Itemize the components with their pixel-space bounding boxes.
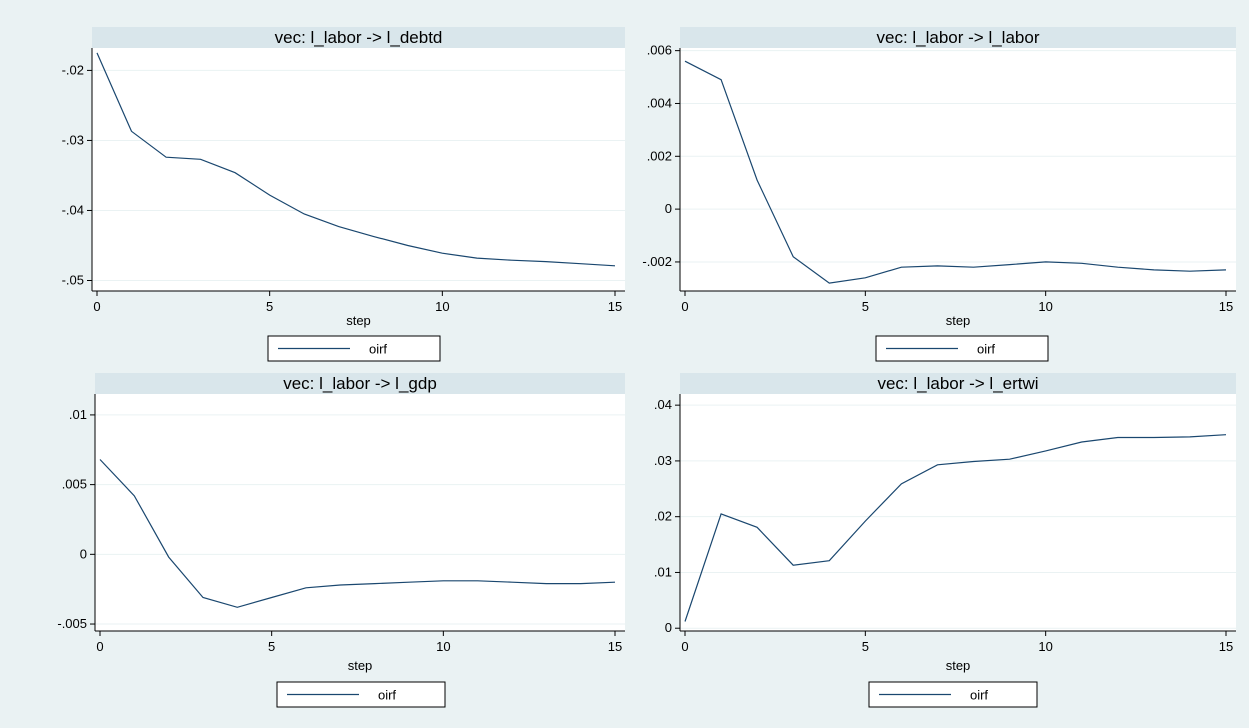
y-tick-label: -.03 [62, 132, 84, 147]
y-tick-label: -.02 [62, 62, 84, 77]
y-tick-label: -.04 [62, 202, 84, 217]
x-axis-label: step [348, 658, 373, 673]
irf-panel-2: vec: l_labor -> l_labor -.002 0 .002 .004 .00… [642, 27, 1236, 362]
x-tick-label: 10 [1038, 299, 1052, 314]
y-tick-label: .005 [62, 477, 87, 492]
x-axis-label: step [946, 313, 971, 328]
x-tick-label: 5 [266, 299, 273, 314]
x-axis-label: step [346, 313, 371, 328]
plot-region [95, 394, 625, 631]
x-axis-label: step [946, 658, 971, 673]
x-tick-label: 10 [436, 639, 450, 654]
panel-title-band [680, 373, 1236, 394]
x-tick-label: 0 [96, 639, 103, 654]
irf-panel-1: vec: l_labor -> l_debtd -.05 -.04 -.03 -.02 0… [62, 27, 625, 362]
y-tick-label: .01 [69, 407, 87, 422]
plot-region [92, 48, 625, 291]
plot-region [680, 394, 1236, 631]
series-line-oirf [99, 459, 616, 608]
y-tick-label: -.05 [62, 272, 84, 287]
panel-title: vec: l_labor -> l_ertwi [877, 374, 1038, 393]
y-tick-label: .01 [654, 564, 672, 579]
x-tick-label: 10 [1038, 639, 1052, 654]
irf-panel-4: vec: l_labor -> l_ertwi 0 .01 .02 .03 .04 0 5 10… [654, 373, 1236, 708]
legend-entry: oirf [977, 342, 995, 357]
legend-entry: oirf [970, 688, 988, 703]
x-tick-label: 5 [862, 299, 869, 314]
irf-panel-3: vec: l_labor -> l_gdp -.005 0 .005 .01 0 5 10 15… [57, 373, 625, 708]
y-tick-label: 0 [665, 620, 672, 635]
x-tick-label: 0 [681, 639, 688, 654]
series-line-oirf [684, 434, 1227, 622]
plot-region [680, 48, 1236, 291]
y-tick-label: .006 [647, 43, 672, 58]
y-tick-label: 0 [665, 201, 672, 216]
x-tick-label: 5 [862, 639, 869, 654]
x-tick-label: 10 [435, 299, 449, 314]
panel-title-band [92, 27, 625, 48]
x-tick-label: 0 [681, 299, 688, 314]
series-line-oirf [96, 52, 616, 267]
panel-title: vec: l_labor -> l_gdp [283, 374, 437, 393]
panel-title: vec: l_labor -> l_debtd [275, 28, 443, 47]
y-tick-label: -.002 [642, 254, 672, 269]
y-tick-label: 0 [80, 546, 87, 561]
x-tick-label: 15 [1219, 639, 1233, 654]
panel-title-band [95, 373, 625, 394]
panel-title: vec: l_labor -> l_labor [876, 28, 1039, 47]
y-tick-label: .02 [654, 509, 672, 524]
x-tick-label: 15 [608, 639, 622, 654]
y-tick-label: .004 [647, 95, 672, 110]
x-tick-label: 15 [608, 299, 622, 314]
y-tick-label: .04 [654, 397, 672, 412]
legend-entry: oirf [378, 688, 396, 703]
x-tick-label: 15 [1219, 299, 1233, 314]
x-tick-label: 5 [268, 639, 275, 654]
legend-entry: oirf [369, 342, 387, 357]
y-tick-label: -.005 [57, 616, 87, 631]
x-tick-label: 0 [93, 299, 100, 314]
y-tick-label: .002 [647, 148, 672, 163]
series-line-oirf [684, 60, 1227, 284]
y-tick-label: .03 [654, 453, 672, 468]
panel-title-band [680, 27, 1236, 48]
